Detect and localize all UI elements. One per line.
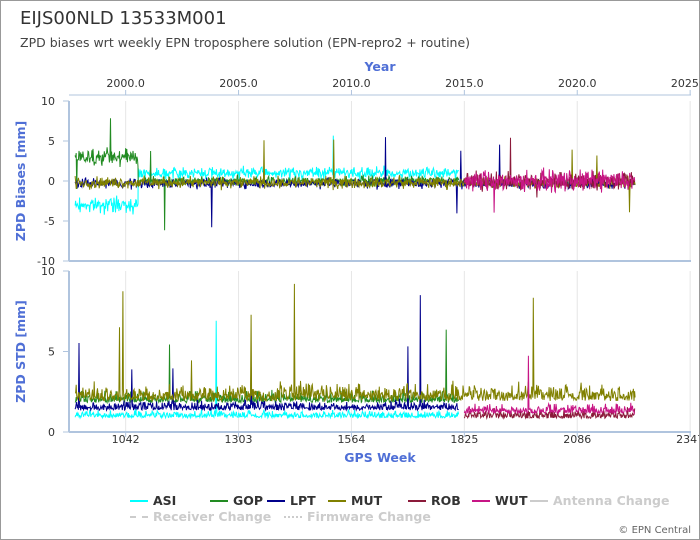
legend-item-receiver-change[interactable]: Receiver Change (130, 508, 271, 524)
legend-label: GOP (233, 493, 264, 508)
legend-swatch (328, 499, 346, 502)
legend-swatch (267, 499, 285, 502)
bottom-tick-label: 2086 (563, 433, 591, 446)
legend-swatch (130, 499, 148, 502)
legend-item-rob[interactable]: ROB (408, 492, 461, 508)
legend-label: MUT (351, 493, 383, 508)
top-tick-label: 2015.0 (445, 77, 484, 90)
legend-label: WUT (495, 493, 528, 508)
legend-swatch (530, 499, 548, 502)
legend-item-asi[interactable]: ASI (130, 492, 176, 508)
top-tick-label: 2000.0 (106, 77, 145, 90)
credit-text: © EPN Central (618, 525, 691, 536)
legend-item-antenna-change[interactable]: Antenna Change (530, 492, 669, 508)
y-tick-label: -10 (37, 255, 55, 268)
legend-item-gop[interactable]: GOP (210, 492, 263, 508)
y-axis-title-std: ZPD STD [mm] (13, 300, 28, 403)
legend-swatch (284, 515, 302, 518)
y-tick-label: 10 (41, 265, 55, 278)
y-axis-title-bias: ZPD Biases [mm] (13, 121, 28, 241)
series-line-std-lpt (74, 295, 459, 412)
top-tick-label: 2020.0 (558, 77, 597, 90)
bottom-axis-title: GPS Week (344, 450, 416, 465)
legend-item-wut[interactable]: WUT (472, 492, 527, 508)
legend: ASI GOP LPT MUT ROB WUT Antenna Change Receiver… (1, 489, 699, 529)
legend-swatch (130, 515, 148, 518)
legend-swatch (472, 499, 490, 502)
top-tick-label: 2005.0 (219, 77, 258, 90)
legend-item-mut[interactable]: MUT (328, 492, 382, 508)
legend-label: Antenna Change (553, 493, 670, 508)
legend-label: Receiver Change (153, 509, 272, 524)
legend-label: Firmware Change (307, 509, 431, 524)
series-line-bias-rob (463, 137, 636, 198)
chart-canvas: 10 5 0 -5 -10 ZPD Biases [mm] 10 5 0 ZPD STD [mm]… (13, 59, 699, 465)
series-line-bias-wut (463, 167, 636, 213)
series-line-bias-mut (74, 139, 636, 213)
series-line-std-mut (74, 283, 636, 403)
y-tick-label: 0 (48, 426, 55, 439)
series-line-std-asi (74, 320, 460, 420)
top-tick-label: 2010.0 (332, 77, 371, 90)
bottom-tick-label: 1564 (337, 433, 365, 446)
bottom-tick-label: 2347 (676, 433, 699, 446)
series-line-bias-asi (74, 135, 460, 215)
series-line-std-wut (463, 355, 636, 416)
legend-label: ASI (153, 493, 177, 508)
bottom-tick-label: 1825 (450, 433, 478, 446)
top-axis-title: Year (364, 59, 397, 74)
bottom-tick-label: 1303 (225, 433, 253, 446)
bottom-tick-label: 1042 (112, 433, 140, 446)
legend-swatch (408, 499, 426, 502)
y-tick-label: -5 (44, 215, 55, 228)
legend-item-firmware-change[interactable]: Firmware Change (284, 508, 431, 524)
legend-label: ROB (431, 493, 461, 508)
legend-label: LPT (290, 493, 316, 508)
y-tick-label: 5 (48, 346, 55, 359)
legend-swatch (210, 499, 228, 502)
chart-subtitle: ZPD biases wrt weekly EPN troposphere so… (20, 35, 471, 50)
y-tick-label: 5 (48, 135, 55, 148)
y-tick-label: 10 (41, 95, 55, 108)
legend-item-lpt[interactable]: LPT (267, 492, 316, 508)
y-tick-label: 0 (48, 175, 55, 188)
top-tick-label: 2025.0 (671, 77, 699, 90)
chart-title: EIJS00NLD 13533M001 (20, 8, 227, 29)
